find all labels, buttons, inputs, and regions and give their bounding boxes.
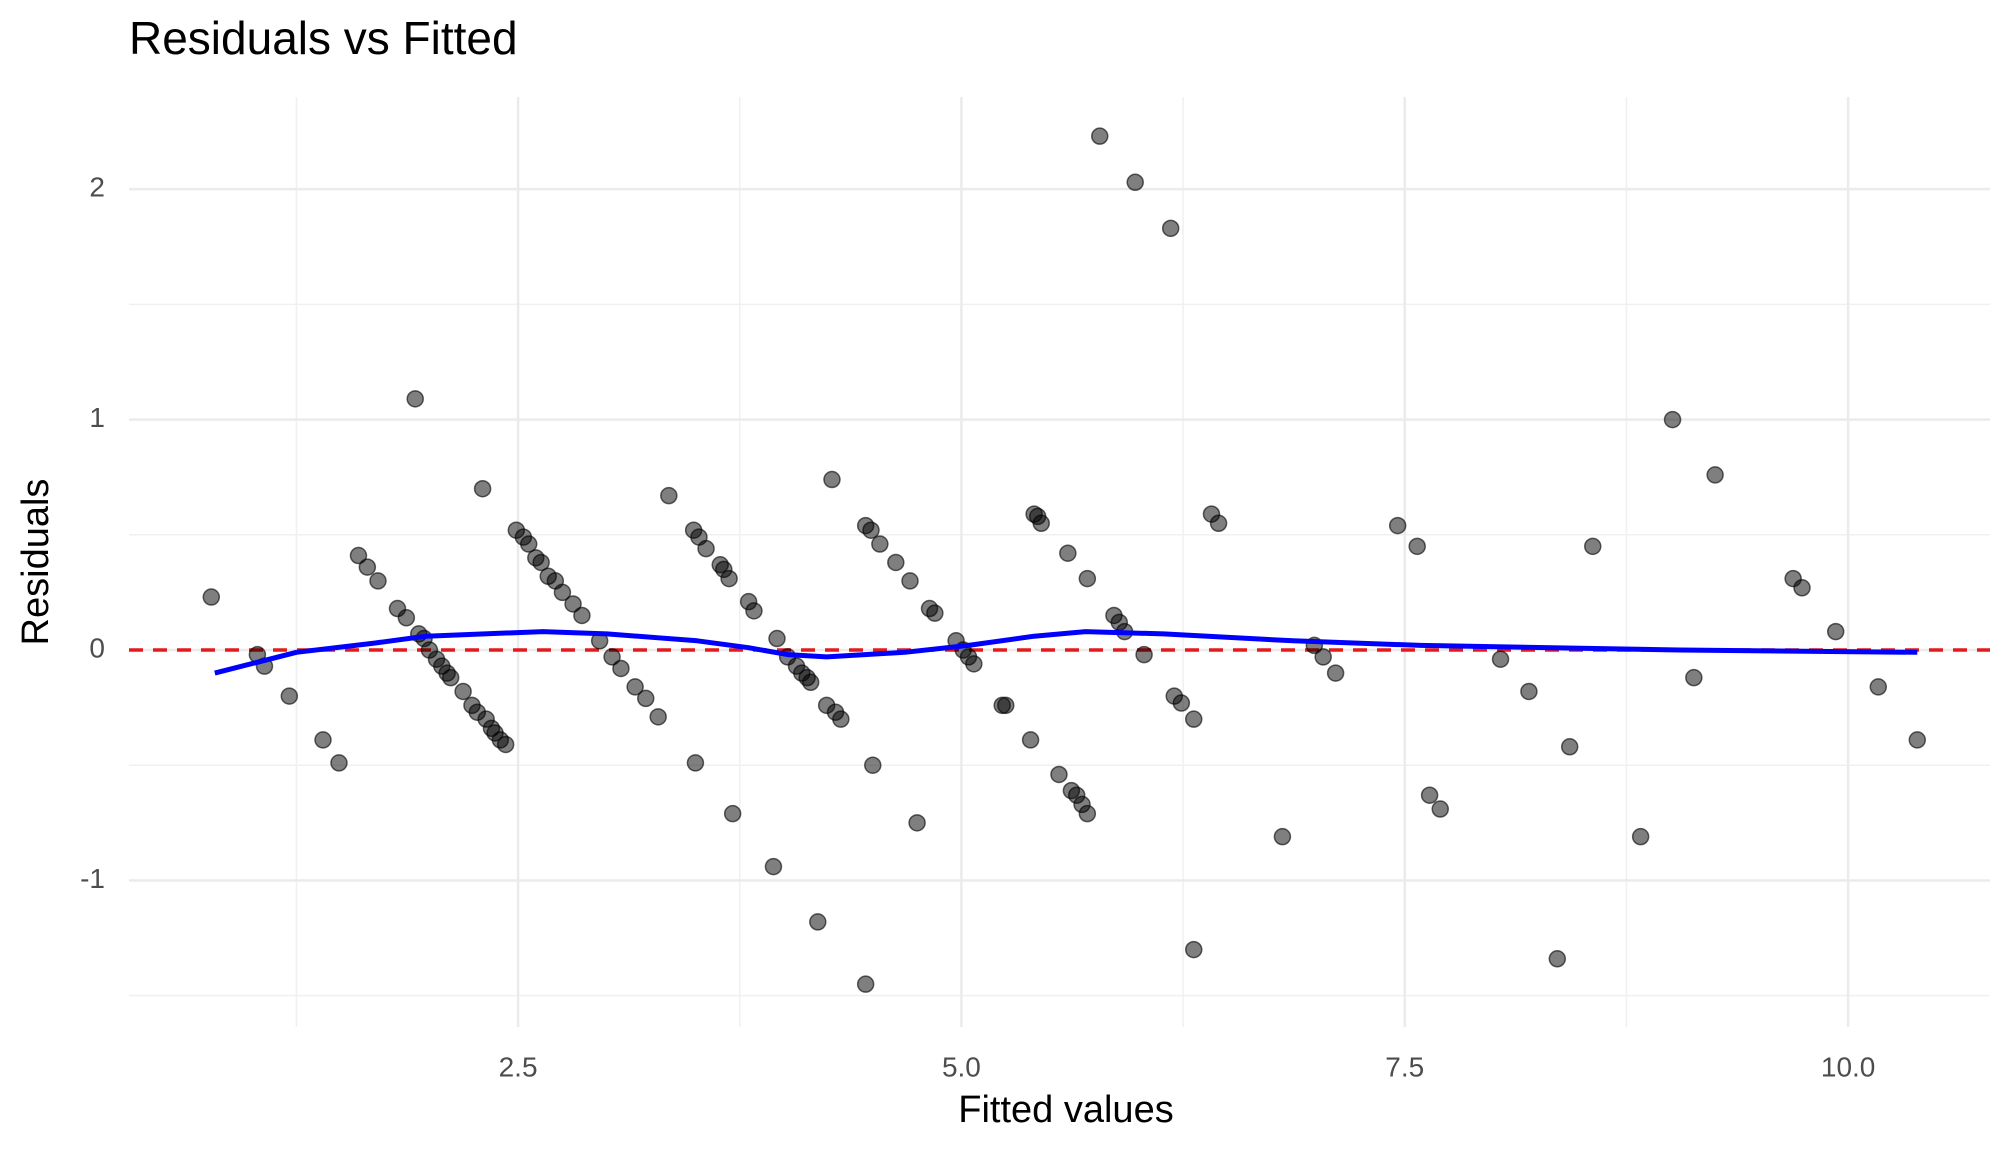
- point: [519, 535, 538, 553]
- point: [768, 629, 786, 648]
- point: [1126, 173, 1144, 192]
- point: [1420, 786, 1439, 804]
- point: [862, 521, 880, 539]
- point: [1663, 410, 1682, 429]
- point: [330, 754, 348, 772]
- point: [887, 553, 905, 572]
- point: [1059, 544, 1077, 562]
- point: [1408, 537, 1426, 556]
- point: [603, 648, 621, 666]
- point: [553, 583, 572, 602]
- point: [720, 569, 738, 588]
- point: [612, 659, 630, 678]
- point: [1273, 827, 1292, 846]
- x-tick-label: 2.5: [499, 1051, 538, 1082]
- point: [1184, 710, 1203, 728]
- point: [1314, 648, 1332, 666]
- point: [1078, 569, 1097, 588]
- point: [1491, 650, 1510, 668]
- point: [1209, 514, 1228, 533]
- point: [349, 546, 368, 565]
- point: [626, 678, 644, 696]
- smooth-line: [214, 629, 1918, 676]
- point: [1091, 127, 1109, 145]
- point: [660, 486, 678, 505]
- point: [473, 479, 492, 498]
- x-axis-label: Fitted values: [958, 1089, 1173, 1131]
- point: [406, 390, 424, 408]
- point: [1548, 950, 1567, 968]
- point: [314, 731, 332, 749]
- point: [965, 655, 983, 673]
- point: [1631, 827, 1650, 846]
- point: [441, 668, 460, 687]
- point: [496, 735, 515, 754]
- point: [358, 558, 377, 576]
- point: [823, 470, 841, 489]
- point: [1184, 940, 1203, 959]
- point: [686, 754, 705, 772]
- point: [1431, 800, 1449, 818]
- point: [532, 553, 550, 572]
- x-tick-label: 5.0: [942, 1051, 981, 1082]
- point: [280, 687, 299, 705]
- y-tick-label: 1: [89, 402, 105, 433]
- point: [801, 673, 820, 692]
- point: [1161, 219, 1180, 238]
- point: [864, 756, 882, 774]
- point: [1869, 678, 1888, 696]
- point: [832, 710, 850, 728]
- point: [997, 696, 1015, 715]
- x-tick-label: 7.5: [1385, 1051, 1424, 1082]
- point: [926, 604, 944, 622]
- point: [1135, 645, 1153, 664]
- point: [1032, 514, 1050, 533]
- point: [764, 857, 783, 876]
- point: [1050, 765, 1068, 784]
- chart-title: Residuals vs Fitted: [129, 12, 518, 64]
- point: [1826, 622, 1845, 641]
- point: [856, 975, 875, 993]
- point: [1388, 516, 1407, 535]
- y-axis-label: Residuals: [15, 479, 57, 646]
- point: [1326, 664, 1345, 682]
- point: [1560, 738, 1579, 756]
- y-tick-label: 0: [89, 632, 105, 663]
- point: [901, 572, 919, 590]
- point: [1078, 804, 1097, 823]
- point: [1706, 466, 1724, 484]
- point: [908, 814, 926, 832]
- point: [1685, 668, 1703, 687]
- point: [1172, 694, 1191, 712]
- point: [745, 602, 763, 620]
- y-tick-label: -1: [80, 863, 105, 894]
- point: [397, 609, 416, 627]
- y-tick-label: 2: [89, 172, 105, 203]
- point: [1793, 579, 1811, 597]
- point: [1908, 731, 1927, 749]
- point: [637, 689, 655, 708]
- point: [871, 535, 889, 553]
- point: [202, 588, 221, 606]
- point: [1584, 537, 1602, 556]
- point: [564, 595, 582, 613]
- point: [454, 682, 472, 701]
- point: [1021, 731, 1040, 749]
- point: [1520, 682, 1538, 701]
- point: [369, 572, 387, 590]
- point: [697, 539, 715, 558]
- x-tick-label: 10.0: [1821, 1051, 1876, 1082]
- point: [573, 606, 591, 625]
- point: [809, 913, 827, 931]
- point: [649, 708, 667, 726]
- point: [723, 804, 742, 823]
